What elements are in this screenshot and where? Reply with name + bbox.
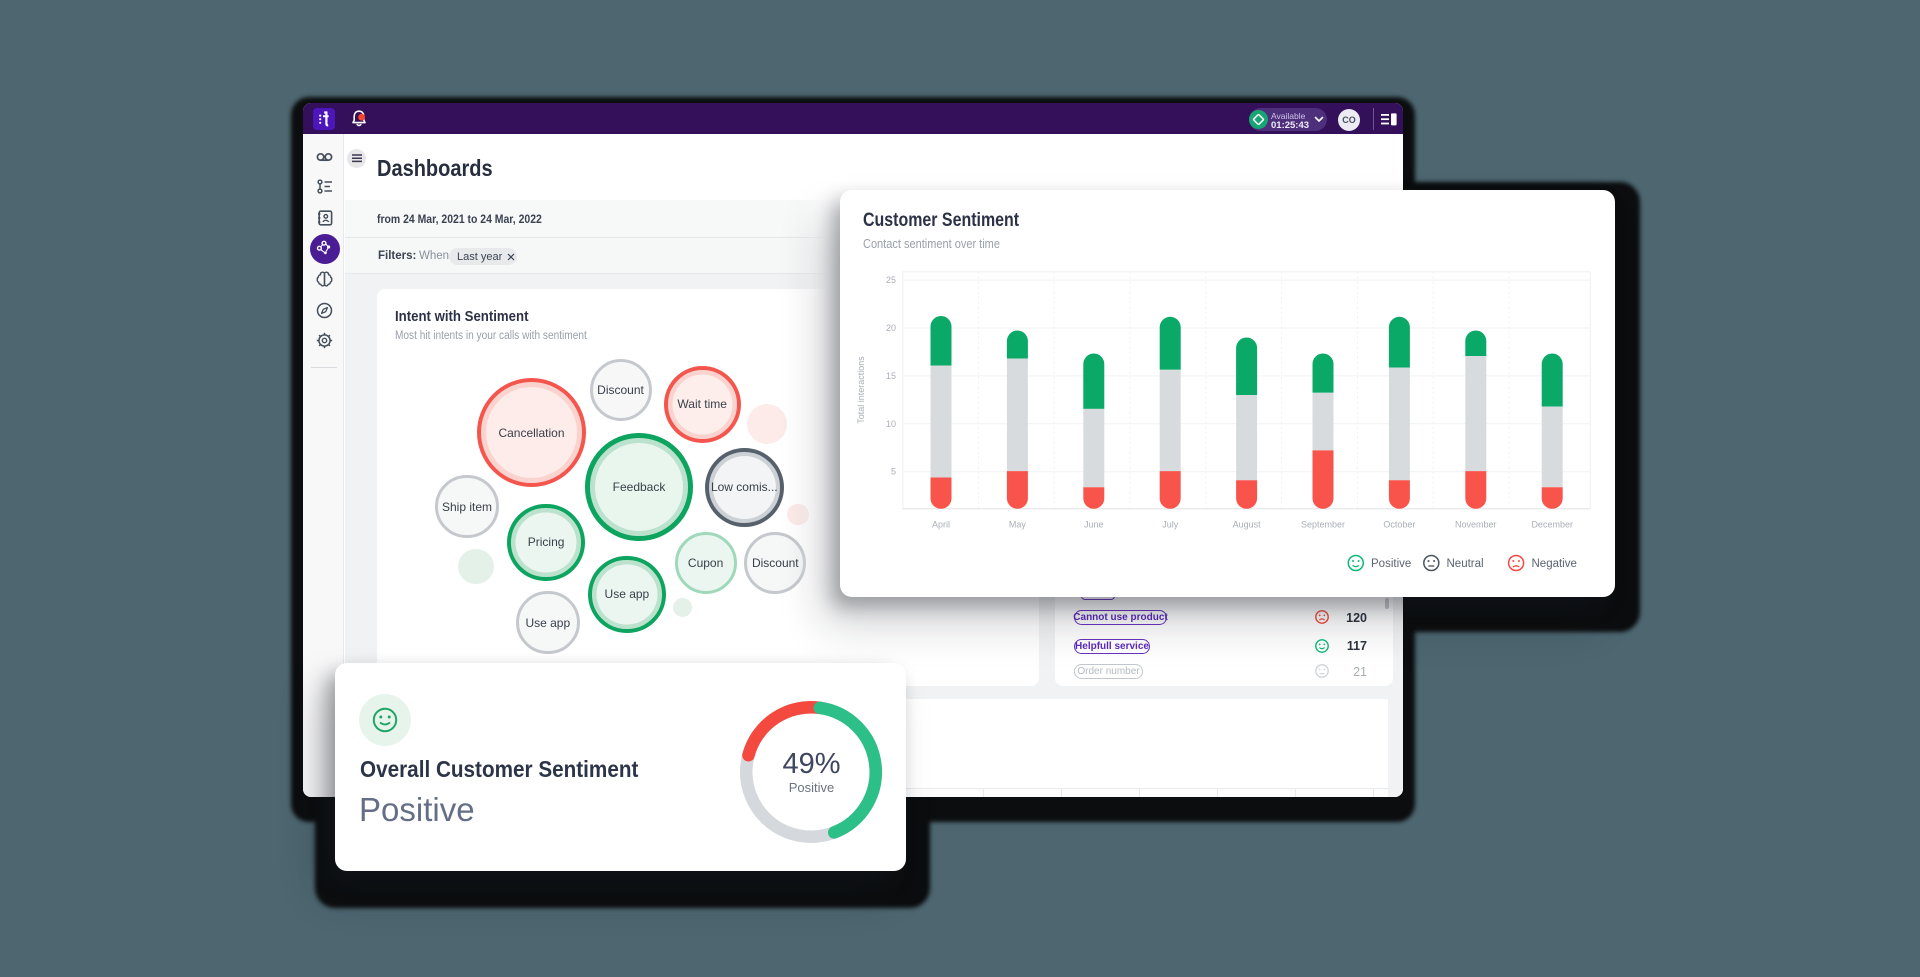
svg-text:25: 25 xyxy=(886,275,896,285)
svg-text:10: 10 xyxy=(886,419,896,429)
svg-text:August: August xyxy=(1233,520,1262,530)
svg-text:June: June xyxy=(1084,520,1104,530)
svg-text:Negative: Negative xyxy=(1532,558,1577,570)
svg-text:Neutral: Neutral xyxy=(1447,558,1484,570)
svg-text:July: July xyxy=(1162,520,1179,530)
svg-text:Positive: Positive xyxy=(1371,558,1411,570)
svg-text:15: 15 xyxy=(886,371,896,381)
svg-text:5: 5 xyxy=(891,467,896,477)
svg-text:May: May xyxy=(1009,520,1027,530)
svg-text:December: December xyxy=(1531,520,1573,530)
svg-text:October: October xyxy=(1383,520,1415,530)
svg-text:November: November xyxy=(1455,520,1497,530)
svg-text:September: September xyxy=(1301,520,1345,530)
svg-text:20: 20 xyxy=(886,323,896,333)
svg-text:April: April xyxy=(932,520,950,530)
svg-text:Total interactions: Total interactions xyxy=(856,356,866,424)
